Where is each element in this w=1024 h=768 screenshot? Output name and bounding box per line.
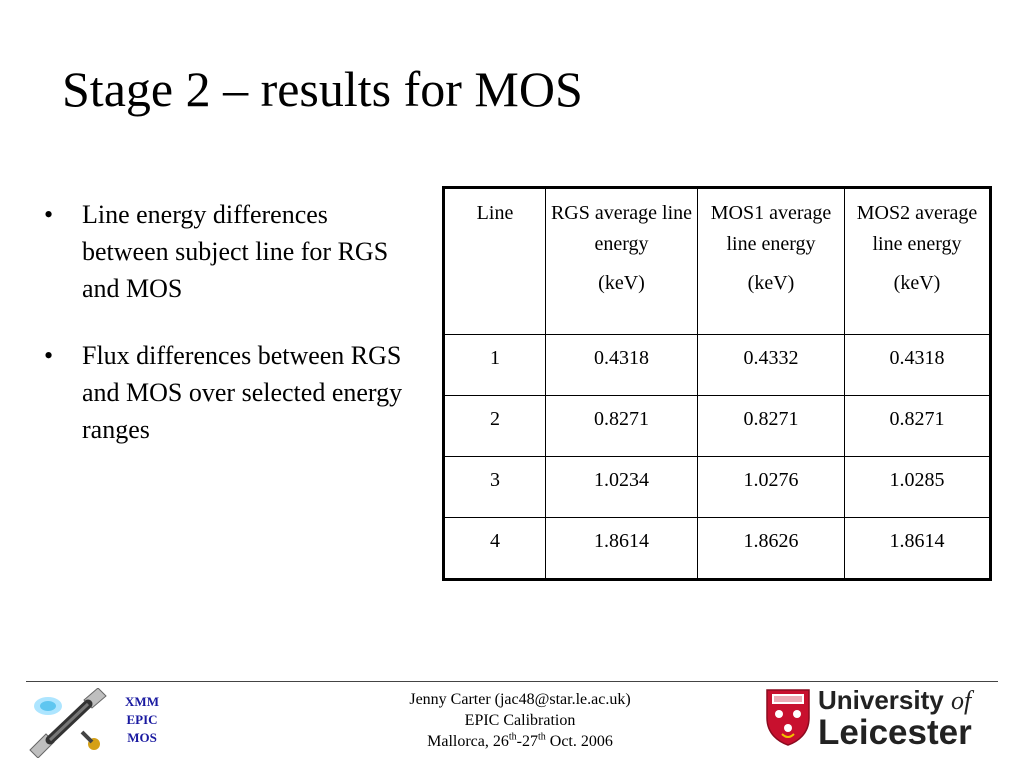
xmm-epic-mos-label: XMM EPIC MOS [118,693,166,747]
footer-credits: Jenny Carter (jac48@star.le.ac.uk) EPIC … [360,689,680,752]
footer-location: Mallorca, 26th-27th Oct. 2006 [360,731,680,752]
table-cell: 0.4318 [545,334,698,396]
table-cell: 1.8626 [697,517,845,580]
bullet-item: • Line energy differences between subject… [44,196,414,307]
header-label: MOS1 average line energy [710,202,832,255]
table-cell: 1 [443,334,546,396]
university-word: University [818,685,944,715]
header-cell: RGS average line energy (keV) [545,187,698,335]
bullet-icon: • [44,341,54,370]
logo-line: XMM [125,694,159,709]
university-leicester: Leicester [818,713,972,752]
footer-author: Jenny Carter (jac48@star.le.ac.uk) [409,691,631,708]
table-cell: 0.4332 [697,334,845,396]
footer-sup: th [508,731,517,743]
header-cell: Line [443,187,546,335]
bullet-text: Flux differences between RGS and MOS ove… [82,341,403,444]
footer-event: EPIC Calibration [464,712,576,729]
university-of: of [950,686,972,715]
header-unit: (keV) [598,272,645,294]
bullet-list: • Line energy differences between subject… [44,196,414,478]
table-cell: 0.4318 [844,334,991,396]
table-cell: 1.8614 [545,517,698,580]
leicester-crest-icon [766,689,810,746]
bullet-text: Line energy differences between subject … [82,200,389,303]
footer-divider [26,681,998,682]
table-cell: 1.0285 [844,456,991,518]
bullet-item: • Flux differences between RGS and MOS ov… [44,337,414,448]
header-cell: MOS1 average line energy (keV) [697,187,845,335]
table-cell: 0.8271 [545,395,698,457]
footer-location-part: -27 [516,733,538,750]
table-row: 3 1.0234 1.0276 1.0285 [443,456,991,518]
header-cell: MOS2 average line energy (keV) [844,187,991,335]
footer-location-part: Mallorca, 26 [427,733,509,750]
xmm-satellite-icon [29,688,107,758]
bullet-icon: • [44,200,54,229]
header-unit: (keV) [747,272,795,294]
table-row: 1 0.4318 0.4332 0.4318 [443,334,991,396]
line-energy-table: Line RGS average line energy (keV) MOS1 a… [442,186,992,581]
table-row: 2 0.8271 0.8271 0.8271 [443,395,991,457]
header-label: MOS2 average line energy [856,202,978,255]
table-cell: 0.8271 [697,395,845,457]
table-cell: 0.8271 [844,395,991,457]
table-header-row: Line RGS average line energy (keV) MOS1 a… [443,187,991,335]
table-cell: 1.0276 [697,456,845,518]
footer-location-part: Oct. 2006 [545,733,613,750]
table-cell: 2 [443,395,546,457]
logo-line: EPIC [126,712,158,727]
university-logo-text: University of Leicester [818,686,972,751]
table-row: 4 1.8614 1.8626 1.8614 [443,517,991,580]
footer-sup: th [537,731,546,743]
table-cell: 1.0234 [545,456,698,518]
header-label: RGS average line energy [550,202,693,255]
header-label: Line [476,202,514,224]
slide-title: Stage 2 – results for MOS [62,61,583,117]
logo-line: MOS [127,730,157,745]
table-cell: 3 [443,456,546,518]
header-unit: (keV) [893,272,941,294]
table-cell: 1.8614 [844,517,991,580]
table-cell: 4 [443,517,546,580]
